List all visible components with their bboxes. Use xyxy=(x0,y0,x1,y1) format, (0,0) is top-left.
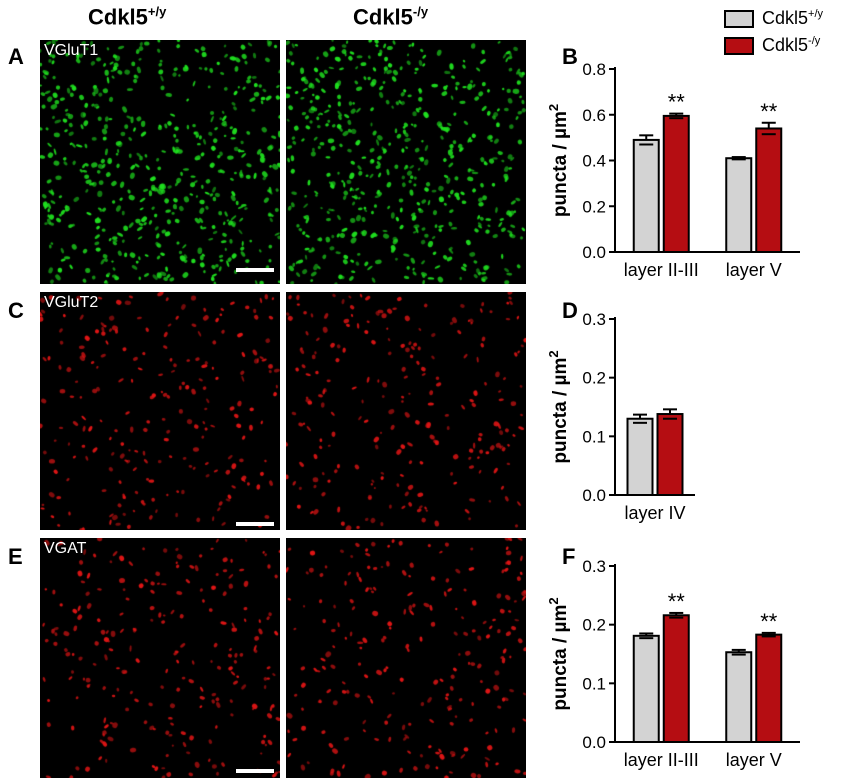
micrograph-label-vglut1: VGluT1 xyxy=(44,42,99,59)
bar-0-1 xyxy=(662,614,690,743)
bar-1-0 xyxy=(725,157,753,253)
bar-chart-f: puncta / µm2 0.0 0.1 0.2 0.3 layer II-III laye… xyxy=(546,557,800,770)
micrograph-vglut2-wildtype: VGluT2 xyxy=(40,292,280,530)
legend-label-wildtype-base: Cdkl5 xyxy=(762,8,809,28)
bar-1-1 xyxy=(755,633,783,743)
micrograph-image xyxy=(40,538,280,778)
panel-letter-a: A xyxy=(8,44,24,69)
legend-label-wildtype-sup: +/y xyxy=(808,8,824,20)
significance-marker: ** xyxy=(760,609,778,634)
y-tick-label: 0.2 xyxy=(582,369,606,388)
panel-letter-e: E xyxy=(8,544,23,569)
y-tick-label: 0.0 xyxy=(582,733,606,752)
y-axis-label: puncta / µm2 xyxy=(546,104,571,217)
micrograph-vgat-wildtype: VGAT xyxy=(40,538,280,778)
y-tick-label: 0.6 xyxy=(582,106,606,125)
scale-bar xyxy=(236,769,274,773)
panel-letter-c: C xyxy=(8,298,24,323)
panel-letter-f: F xyxy=(562,544,576,569)
panel-letter-b: B xyxy=(562,44,578,69)
y-tick-label: 0.0 xyxy=(582,243,606,262)
column-header-wildtype-base: Cdkl5 xyxy=(88,4,148,30)
micrograph-label-vglut2: VGluT2 xyxy=(44,294,99,311)
y-tick-label: 0.3 xyxy=(582,310,606,329)
micrograph-image xyxy=(40,292,280,530)
y-axis-label: puncta / µm2 xyxy=(546,350,571,463)
category-label: layer V xyxy=(726,750,782,770)
significance-marker: ** xyxy=(668,90,686,115)
micrograph-vglut1-wildtype: VGluT1 xyxy=(40,40,280,284)
bar-0-0 xyxy=(626,417,654,496)
y-tick-label: 0.0 xyxy=(582,486,606,505)
column-header-wildtype-sup: +/y xyxy=(147,4,167,19)
legend-swatch-wildtype xyxy=(724,10,754,28)
category-label: layer II-III xyxy=(624,750,699,770)
legend-label-knockout-base: Cdkl5 xyxy=(762,35,809,55)
column-header-knockout-sup: -/y xyxy=(412,4,429,19)
micrograph-image xyxy=(286,538,526,778)
bar-1-1 xyxy=(755,127,783,253)
bar-0-1 xyxy=(662,114,690,253)
y-tick-label: 0.4 xyxy=(582,152,606,171)
category-label: layer V xyxy=(726,260,782,280)
y-axis-label: puncta / µm2 xyxy=(546,597,571,710)
y-tick-label: 0.8 xyxy=(582,60,606,79)
bar-0-0 xyxy=(632,634,660,743)
y-tick-label: 0.1 xyxy=(582,674,606,693)
micrograph-label-vgat: VGAT xyxy=(44,540,87,557)
significance-marker: ** xyxy=(668,589,686,614)
micrograph-image xyxy=(286,40,526,284)
y-tick-label: 0.3 xyxy=(582,557,606,576)
significance-marker: ** xyxy=(760,99,778,124)
micrograph-image xyxy=(286,292,526,530)
bar-chart-b: puncta / µm2 0.0 0.2 0.4 0.6 0.8 layer II-III l… xyxy=(546,60,800,280)
column-header-knockout: Cdkl5-/y xyxy=(353,4,428,30)
category-label: layer II-III xyxy=(624,260,699,280)
y-tick-label: 0.2 xyxy=(582,197,606,216)
column-header-knockout-base: Cdkl5 xyxy=(353,4,413,30)
scale-bar xyxy=(236,522,274,526)
legend-label-wildtype: Cdkl5+/y xyxy=(762,8,823,29)
bar-0-0 xyxy=(632,138,660,253)
y-tick-label: 0.1 xyxy=(582,427,606,446)
legend-swatch-knockout xyxy=(724,37,754,55)
micrograph-vgat-knockout xyxy=(286,538,526,778)
y-tick-label: 0.2 xyxy=(582,616,606,635)
scale-bar xyxy=(236,268,274,272)
micrograph-image xyxy=(40,40,280,284)
micrograph-vglut2-knockout xyxy=(286,292,526,530)
bar-1-0 xyxy=(725,651,753,743)
bar-0-1 xyxy=(656,413,684,496)
micrograph-vglut1-knockout xyxy=(286,40,526,284)
legend-label-knockout: Cdkl5-/y xyxy=(762,35,820,56)
bar-chart-d: puncta / µm2 0.0 0.1 0.2 0.3 layer IV xyxy=(546,310,695,523)
panel-letter-d: D xyxy=(562,298,578,323)
chart-legend: Cdkl5+/y Cdkl5-/y xyxy=(724,4,850,60)
category-label: layer IV xyxy=(624,503,685,523)
legend-label-knockout-sup: -/y xyxy=(808,35,821,47)
column-header-wildtype: Cdkl5+/y xyxy=(88,4,166,30)
